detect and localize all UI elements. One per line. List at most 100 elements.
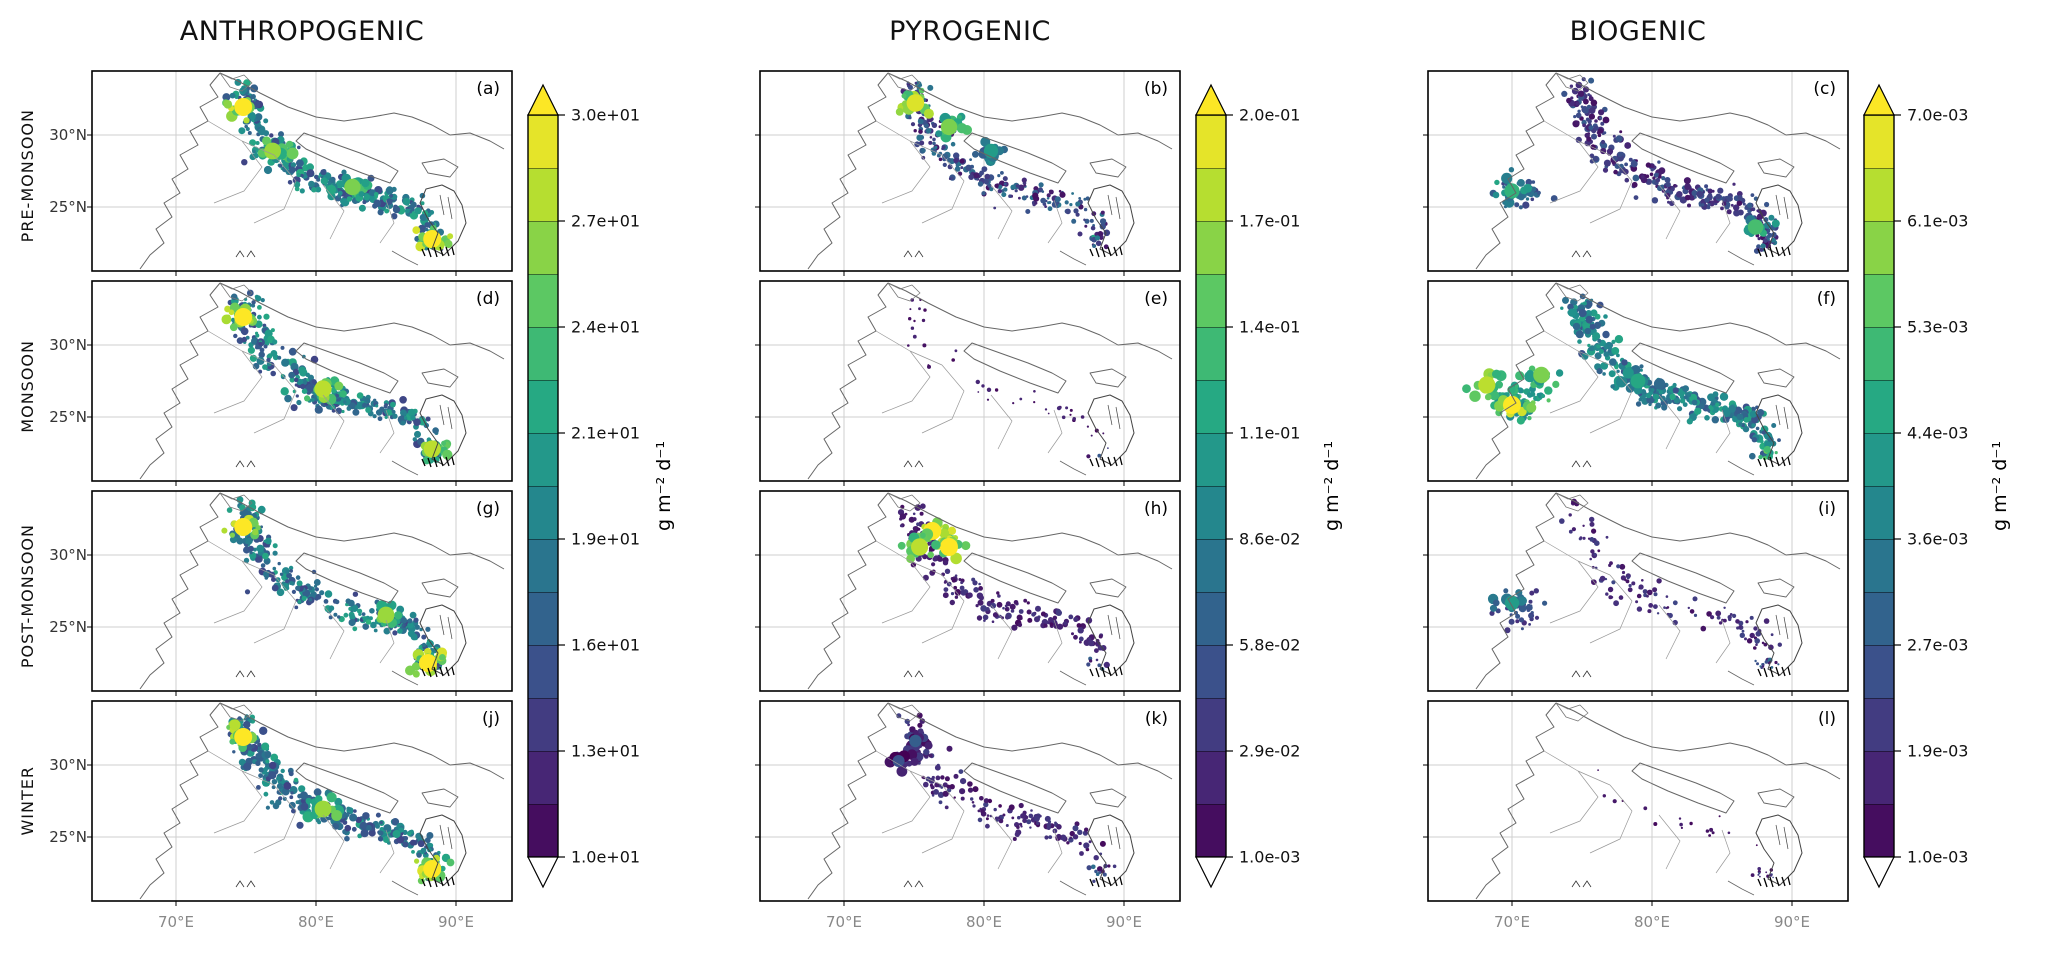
map-panel-h: (h)	[755, 490, 1181, 696]
lon-tick-label: 70°E	[1493, 913, 1531, 931]
map-canvas: (k)	[755, 700, 1181, 906]
panel-letter-label: (d)	[476, 289, 500, 309]
colorbar-tick-label: 1.0e+01	[571, 848, 640, 867]
season-cell: PRE-MONSOON	[10, 71, 44, 281]
maps-column-biogenic: (c) (f) (i) (l) 70°E 80°E 90°E	[1423, 70, 1849, 935]
map-frame	[87, 70, 513, 276]
season-cell: WINTER	[10, 701, 44, 901]
season-cell: MONSOON	[10, 281, 44, 491]
lon-tick-label: 70°E	[825, 913, 863, 931]
colorbar-tick-label: 4.4e-03	[1907, 424, 1968, 443]
panel-letter-label: (a)	[476, 79, 500, 99]
panel-letter-label: (f)	[1817, 289, 1836, 309]
lon-tick-label: 80°E	[297, 913, 335, 931]
map-data-layer	[221, 289, 453, 465]
map-frame	[87, 280, 513, 486]
map-panel-d: (d)	[87, 280, 513, 486]
map-data-layer	[1597, 769, 1774, 879]
season-cell: POST-MONSOON	[10, 491, 44, 701]
colorbar-tick-label: 6.1e-03	[1907, 212, 1968, 231]
map-data-layer	[895, 81, 1111, 250]
colorbar-tick-label: 1.3e+01	[571, 742, 640, 761]
panel-letter-label: (b)	[1144, 79, 1168, 99]
lat-tick-label: 25°N	[49, 408, 87, 426]
lon-axis-labels: 70°E 80°E 90°E	[1428, 911, 1848, 935]
row-label-monsoon: MONSOON	[17, 339, 37, 433]
lat-tick-label: 30°N	[49, 756, 87, 774]
map-canvas: (e)	[755, 280, 1181, 486]
column-title-pyrogenic: PYROGENIC	[889, 16, 1051, 47]
map-canvas: (h)	[755, 490, 1181, 696]
figure-body: PRE-MONSOON MONSOON POST-MONSOON WINTER 30°…	[10, 70, 2067, 935]
map-panel-a: (a)	[87, 70, 513, 276]
colorbar-tick-label: 1.6e+01	[571, 636, 640, 655]
map-canvas: (l)	[1423, 700, 1849, 906]
map-frame	[1423, 490, 1849, 696]
lon-tick-label: 90°E	[1773, 913, 1811, 931]
map-panel-i: (i)	[1423, 490, 1849, 696]
colorbar-tick-label: 1.9e-03	[1907, 742, 1968, 761]
map-frame	[1423, 70, 1849, 276]
map-outlines	[1475, 72, 1841, 270]
colorbar-segments	[1863, 114, 1895, 858]
colorbar-tick-label: 1.9e+01	[571, 530, 640, 549]
map-gridlines	[760, 701, 1180, 901]
colorbar-over-arrow	[527, 83, 559, 116]
map-canvas: (j)	[87, 700, 513, 906]
column-title-biogenic: BIOGENIC	[1569, 16, 1707, 47]
map-panel-g: (g)	[87, 490, 513, 696]
maps-column-pyrogenic: (b) (e) (h) (k) 70°E 80°E 90°E	[755, 70, 1181, 935]
column-title-anthropogenic: ANTHROPOGENIC	[179, 16, 425, 47]
map-panel-c: (c)	[1423, 70, 1849, 276]
map-frame	[87, 700, 513, 906]
map-panel-e: (e)	[755, 280, 1181, 486]
colorbar-over-arrow	[1195, 83, 1227, 116]
map-panel-k: (k)	[755, 700, 1181, 906]
row-label-pre-monsoon: PRE-MONSOON	[17, 109, 37, 243]
panel-letter-label: (h)	[1144, 499, 1168, 519]
group-biogenic: (c) (f) (i) (l) 70°E 80°E 90°E 7.0e-03 6.1e-03 5…	[1423, 70, 2026, 935]
map-outlines	[807, 702, 1173, 900]
map-panel-f: (f)	[1423, 280, 1849, 486]
lat-tick-label: 30°N	[49, 336, 87, 354]
map-frame	[755, 700, 1181, 906]
map-gridlines	[760, 281, 1180, 481]
colorbar-unit-label: g m⁻² d⁻¹	[1989, 441, 2011, 531]
map-outlines	[807, 282, 1173, 480]
map-outlines	[139, 72, 505, 270]
row-label-winter: WINTER	[17, 766, 37, 836]
colorbar-tick-label: 3.6e-03	[1907, 530, 1968, 549]
panel-letter-label: (j)	[482, 709, 500, 729]
colorbar-segments	[1195, 114, 1227, 858]
map-frame	[755, 490, 1181, 696]
panel-letter-label: (l)	[1818, 709, 1836, 729]
colorbar-tick-label: 5.3e-03	[1907, 318, 1968, 337]
colorbar-under-arrow	[527, 856, 559, 889]
lon-axis-labels: 70°E 80°E 90°E	[760, 911, 1180, 935]
map-frame	[1423, 280, 1849, 486]
map-outlines	[139, 492, 505, 690]
map-outlines	[807, 492, 1173, 690]
lon-tick-label: 70°E	[157, 913, 195, 931]
map-outlines	[139, 282, 505, 480]
group-anthropogenic: 30°N 25°N 30°N 25°N 30°N 25°N 30°N 25°N (a) (d)(…	[44, 70, 690, 935]
colorbar-wrap-pyrogenic: 2.0e-01 1.7e-01 1.4e-01 1.1e-01 8.6e-02 5.8e-…	[1190, 71, 1358, 905]
map-gridlines	[1428, 491, 1848, 691]
colorbar-tick-label: 2.9e-02	[1239, 742, 1300, 761]
lat-tick-label: 25°N	[49, 198, 87, 216]
group-pyrogenic: (b) (e) (h) (k) 70°E 80°E 90°E 2.0e-01 1.7e-01 1…	[755, 70, 1358, 935]
lon-tick-label: 90°E	[1105, 913, 1143, 931]
column-titles: ANTHROPOGENIC PYROGENIC BIOGENIC	[10, 16, 2067, 47]
map-canvas: (i)	[1423, 490, 1849, 696]
lat-tick-label: 25°N	[49, 618, 87, 636]
colorbar-pyrogenic: 2.0e-01 1.7e-01 1.4e-01 1.1e-01 8.6e-02 5.8e-…	[1195, 83, 1343, 889]
map-canvas: (b)	[755, 70, 1181, 276]
colorbar-tick-label: 5.8e-02	[1239, 636, 1300, 655]
colorbar-tick-label: 2.7e+01	[571, 212, 640, 231]
map-frame	[87, 490, 513, 696]
map-canvas: (d)	[87, 280, 513, 486]
panel-letter-label: (k)	[1145, 709, 1168, 729]
colorbar-tick-label: 8.6e-02	[1239, 530, 1300, 549]
map-data-layer	[1489, 77, 1780, 254]
lat-axis-gutter: 30°N 25°N 30°N 25°N 30°N 25°N 30°N 25°N	[44, 71, 92, 901]
